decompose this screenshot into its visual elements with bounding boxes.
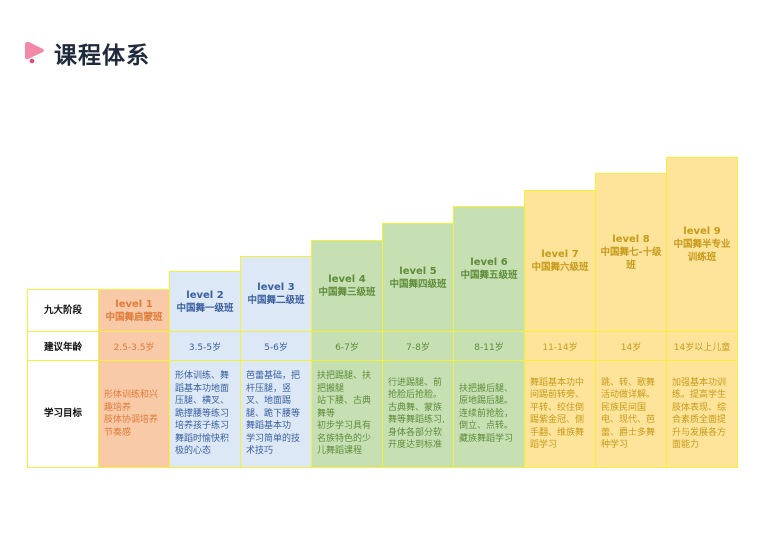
level-column: level 1 中国舞启蒙班 2.5-3.5岁 形体训练和兴趣培养 肢体协调培养节奏感: [98, 289, 170, 468]
row-labels-column: 九大阶段 建议年龄 学习目标: [27, 289, 99, 468]
goal-text: 形体训练、舞蹈基本功地面压腿、横叉、跪撑腰等练习培养孩子练习舞蹈时愉快积极的心态: [175, 371, 230, 457]
goal-text: 学习简单的技术技巧: [246, 433, 301, 457]
level-goals: 扶把搬后腿、原地踢后腿。连续前抢脸，倒立、点转。藏族舞蹈学习: [454, 361, 524, 467]
level-goals: 形体训练、舞蹈基本功地面压腿、横叉、跪撑腰等练习培养孩子练习舞蹈时愉快积极的心态: [170, 361, 240, 467]
level-age: 2.5-3.5岁: [99, 332, 169, 361]
goal-text: 初步学习具有名族特色的少儿舞蹈课程: [317, 421, 372, 457]
level-age: 3.5-5岁: [170, 332, 240, 361]
level-number: level 9: [683, 226, 721, 237]
level-number: level 4: [328, 274, 366, 285]
level-header: level 2 中国舞一级班: [170, 272, 240, 332]
level-number: level 5: [399, 265, 437, 277]
level-age: 14岁: [596, 332, 666, 361]
level-class-name: 中国舞四级班: [389, 278, 447, 290]
age-label: 建议年龄: [28, 332, 98, 361]
goal-text: 扶把搬后腿、原地踢后腿。连续前抢脸，倒立、点转。藏族舞蹈学习: [459, 383, 514, 444]
goal-text: 跳、转、歌舞活动做详解。民族民间国电、现代、芭蕾、爵士多舞种学习: [601, 377, 656, 451]
level-goals: 跳、转、歌舞活动做详解。民族民间国电、现代、芭蕾、爵士多舞种学习: [596, 361, 666, 467]
level-class-name: 中国舞二级班: [247, 295, 305, 306]
level-goals: 加强基本功训练。提高学生肢体表现、综合素质全面提升与发展各方面能力: [667, 361, 737, 467]
level-number: level 2: [186, 289, 224, 301]
level-goals: 形体训练和兴趣培养 肢体协调培养节奏感: [99, 361, 169, 467]
level-age: 11-14岁: [525, 332, 595, 361]
level-column: level 5 中国舞四级班 7-8岁 行进踢腿、前抢脸后抢脸。古典舞、蒙族舞等舞蹈练…: [382, 223, 454, 468]
level-goals: 行进踢腿、前抢脸后抢脸。古典舞、蒙族舞等舞蹈练习,身体各部分软开度达到标准: [383, 361, 453, 467]
level-class-name: 中国舞一级班: [176, 302, 234, 314]
level-class-name: 中国舞三级班: [318, 287, 376, 298]
level-class-name: 中国舞六级班: [531, 262, 589, 273]
level-column: level 2 中国舞一级班 3.5-5岁 形体训练、舞蹈基本功地面压腿、横叉、跪撑腰…: [169, 271, 241, 468]
goal-text: 扶把踢腿、扶把搬腿: [317, 371, 372, 394]
level-header: level 8 中国舞七-十级班: [596, 174, 666, 332]
goal-text: 芭蕾基础，把杆压腿，竖叉、地面踢腿、跪下腰等舞蹈基本功: [246, 371, 301, 432]
level-header: level 7 中国舞六级班: [525, 191, 595, 332]
goal-text: 舞蹈基本功中间踢前转旁、平转、绞住倒踢紫金冠、侧手翻、维族舞蹈学习: [530, 377, 585, 451]
stage-label: 九大阶段: [28, 290, 98, 332]
level-column: level 9 中国舞半专业训练班 14岁以上儿童加强基本功训练。提高学生肢体表现、…: [666, 157, 738, 468]
level-age: 5-6岁: [241, 332, 311, 361]
level-age: 8-11岁: [454, 332, 524, 361]
level-age: 7-8岁: [383, 332, 453, 361]
goal-text: 站下腰、古典舞等: [317, 396, 372, 419]
level-class-name: 中国舞五级班: [460, 270, 518, 281]
level-column: level 8 中国舞七-十级班 14岁跳、转、歌舞活动做详解。民族民间国电、现代、…: [595, 173, 667, 468]
level-number: level 8: [612, 234, 650, 245]
level-header: level 9 中国舞半专业训练班: [667, 158, 737, 332]
goal-text: 形体训练和兴趣培养: [104, 390, 159, 413]
goal-text: 行进踢腿、前抢脸后抢脸。古典舞、蒙族舞等舞蹈练习,身体各部分软开度达到标准: [388, 377, 445, 451]
level-number: level 6: [470, 257, 508, 268]
level-goals: 芭蕾基础，把杆压腿，竖叉、地面踢腿、跪下腰等舞蹈基本功 学习简单的技术技巧: [241, 361, 311, 467]
goal-label: 学习目标: [43, 407, 82, 419]
goal-text: 肢体协调培养节奏感: [104, 415, 159, 438]
level-number: level 7: [541, 249, 579, 260]
level-goals: 扶把踢腿、扶把搬腿 站下腰、古典舞等 初步学习具有名族特色的少儿舞蹈课程: [312, 361, 382, 467]
level-goals: 舞蹈基本功中间踢前转旁、平转、绞住倒踢紫金冠、侧手翻、维族舞蹈学习: [525, 361, 595, 467]
level-number: level 1: [115, 298, 153, 310]
level-column: level 4 中国舞三级班 6-7岁 扶把踢腿、扶把搬腿 站下腰、古典舞等 初步学习具有…: [311, 240, 383, 468]
goal-text: 加强基本功训练。提高学生肢体表现、综合素质全面提升与发展各方面能力: [672, 377, 727, 451]
level-header: level 4 中国舞三级班: [312, 241, 382, 332]
level-class-name: 中国舞七-十级班: [600, 247, 662, 271]
level-header: level 1 中国舞启蒙班: [99, 290, 169, 332]
level-age: 6-7岁: [312, 332, 382, 361]
level-header: level 6 中国舞五级班: [454, 207, 524, 332]
level-column: level 3 中国舞二级班 5-6岁 芭蕾基础，把杆压腿，竖叉、地面踢腿、跪下腰等舞…: [240, 256, 312, 468]
level-column: level 6 中国舞五级班 8-11岁扶把搬后腿、原地踢后腿。连续前抢脸，倒立、点…: [453, 206, 525, 468]
level-header: level 5 中国舞四级班: [383, 224, 453, 332]
level-class-name: 中国舞启蒙班: [105, 311, 163, 323]
page-title: 课程体系: [54, 43, 150, 69]
level-age: 14岁以上儿童: [667, 332, 737, 361]
level-class-name: 中国舞半专业训练班: [673, 239, 731, 263]
level-number: level 3: [257, 282, 295, 293]
level-column: level 7 中国舞六级班 11-14岁舞蹈基本功中间踢前转旁、平转、绞住倒踢紫金…: [524, 190, 596, 468]
play-logo-icon: [25, 42, 44, 64]
level-header: level 3 中国舞二级班: [241, 257, 311, 332]
